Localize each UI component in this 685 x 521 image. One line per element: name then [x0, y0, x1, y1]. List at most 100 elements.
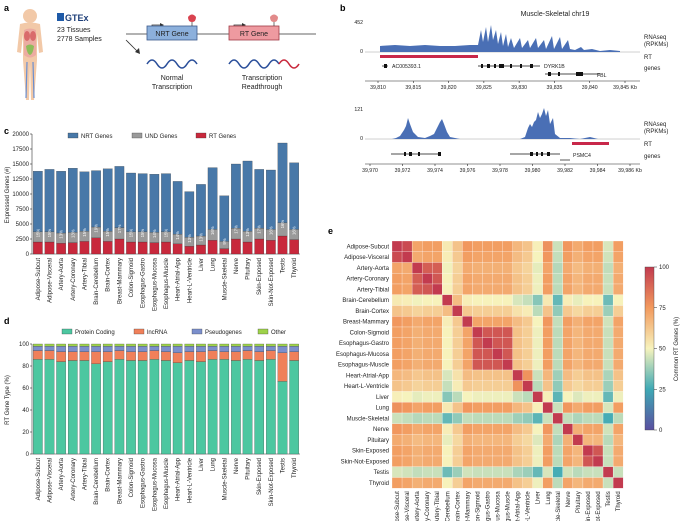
- x-tick-label: Brain-Cerebellum: [94, 458, 100, 505]
- bar-segment: [33, 241, 43, 255]
- heatmap-cell: [452, 391, 463, 403]
- x-tick-label: Liver: [199, 258, 205, 271]
- bar-segment: [231, 343, 241, 347]
- heatmap-col-label: Liver: [536, 491, 542, 504]
- heatmap-cell: [542, 412, 553, 424]
- heatmap-cell: [532, 262, 543, 274]
- heatmap-cell: [572, 434, 584, 446]
- bar-segment: [242, 346, 253, 351]
- heatmap-row-label: Skin-Not-Exposed: [341, 459, 389, 465]
- axis-tick-label: 39,980: [525, 168, 541, 174]
- heatmap-cell: [602, 380, 614, 392]
- heatmap-cell: [552, 402, 563, 414]
- heatmap-cell: [552, 359, 563, 371]
- heatmap-cell: [482, 262, 493, 274]
- heatmap-cell: [522, 445, 533, 457]
- bar-segment: [91, 170, 101, 228]
- heatmap-col-label: Esophagus-Mucosa: [496, 491, 502, 521]
- x-tick-label: Colon-Sigmoid: [129, 458, 135, 497]
- heatmap-cell: [532, 294, 543, 306]
- x-tick-label: Skin-Not-Exposed: [269, 258, 275, 306]
- heatmap-cell: [512, 369, 523, 381]
- x-tick-label: Nerve: [234, 457, 240, 474]
- heatmap-row-label: Adipose-Subcut: [347, 244, 390, 250]
- heatmap-cell: [391, 412, 403, 424]
- heatmap-cell: [442, 348, 453, 360]
- heatmap-cell: [391, 262, 403, 274]
- axis-tick-label: 39,986 Kb: [618, 168, 642, 174]
- bar-segment: [184, 246, 195, 255]
- heatmap-cell: [562, 316, 574, 328]
- y-tick-label: 0: [26, 252, 30, 258]
- heatmap-cell: [502, 283, 513, 295]
- heatmap-cell: [612, 412, 624, 424]
- rt-percent-label: 17%: [117, 224, 122, 233]
- heatmap-cell: [562, 240, 574, 252]
- bar-segment: [102, 168, 113, 232]
- gtex-logo: GTEx: [57, 13, 89, 23]
- panel-c: c NRT Genes UND Genes RT Genes 0 2500 5000 75…: [4, 126, 300, 311]
- heatmap-cell: [602, 412, 614, 424]
- heatmap-cell: [572, 283, 584, 295]
- heatmap-cell: [532, 412, 543, 424]
- bar-segment: [149, 343, 160, 347]
- heatmap-cell: [592, 466, 604, 478]
- heatmap-row-label: Esophagus-Gastro: [339, 341, 390, 347]
- heatmap-cell: [411, 273, 423, 285]
- heatmap-cell: [512, 380, 523, 392]
- heatmap-cell: [502, 412, 513, 424]
- heatmap-cell: [391, 445, 403, 457]
- top-rnaseq-label: RNAseq: [644, 35, 666, 41]
- heatmap-cell: [612, 348, 624, 360]
- heatmap-cell: [502, 445, 513, 457]
- heatmap-cell: [552, 423, 563, 435]
- heatmap-cell: [542, 380, 553, 392]
- heatmap-cell: [552, 455, 563, 467]
- y-tick-label: 15000: [12, 162, 29, 168]
- bar-segment: [161, 346, 171, 352]
- heatmap-row-label: Adipose-Visceral: [344, 255, 389, 261]
- heatmap-row-label: Heart-L-Ventricle: [344, 384, 390, 390]
- bar-segment: [161, 241, 171, 255]
- heatmap-cell: [562, 445, 574, 457]
- heatmap-cell: [452, 326, 463, 338]
- bottom-rnaseq-unit: (RPKMs): [644, 129, 668, 135]
- heatmap-cell: [401, 316, 413, 328]
- bar-segment: [289, 162, 299, 230]
- heatmap-cell: [462, 240, 473, 252]
- normal-transcription-line2: Transcription: [152, 84, 192, 91]
- panel-label-b: b: [340, 3, 346, 13]
- legend-swatch: [195, 132, 207, 139]
- bar-segment: [102, 241, 113, 255]
- heatmap-cell: [411, 423, 423, 435]
- panel-e: e Adipose-Subcut Adipose-Subcut Adipose-Vi…: [328, 226, 680, 521]
- axis-tick-label: 39,815: [405, 85, 421, 91]
- heatmap-cell: [492, 391, 503, 403]
- heatmap-cell: [522, 273, 533, 285]
- heatmap-cell: [572, 445, 584, 457]
- bar-segment: [161, 173, 171, 232]
- heatmap-row-label: Artery-Tibial: [357, 287, 389, 293]
- heatmap-col-label: Pituitary: [576, 491, 582, 513]
- rt-percent-label: 15%: [164, 229, 169, 238]
- bar-segment: [33, 343, 43, 347]
- gene-dyrk1b: DYRK1B: [544, 64, 565, 70]
- heatmap-cell: [602, 445, 614, 457]
- bottom-y0: 0: [360, 136, 363, 142]
- heatmap-cell: [542, 294, 553, 306]
- heatmap-cell: [582, 445, 594, 457]
- bottom-genes-label: genes: [644, 154, 660, 160]
- heatmap-cell: [612, 326, 624, 338]
- bar-segment: [277, 142, 288, 223]
- bar-segment: [184, 360, 195, 455]
- bar-segment: [277, 346, 288, 353]
- rt-percent-label: 14%: [175, 231, 180, 240]
- heatmap-cell: [522, 348, 533, 360]
- heatmap-cell: [411, 251, 423, 263]
- heatmap-cell: [532, 283, 543, 295]
- heatmap-cell: [432, 380, 443, 392]
- heatmap-cell: [562, 348, 574, 360]
- heatmap-cell: [592, 326, 604, 338]
- heatmap-cell: [411, 348, 423, 360]
- heatmap-cell: [422, 359, 433, 371]
